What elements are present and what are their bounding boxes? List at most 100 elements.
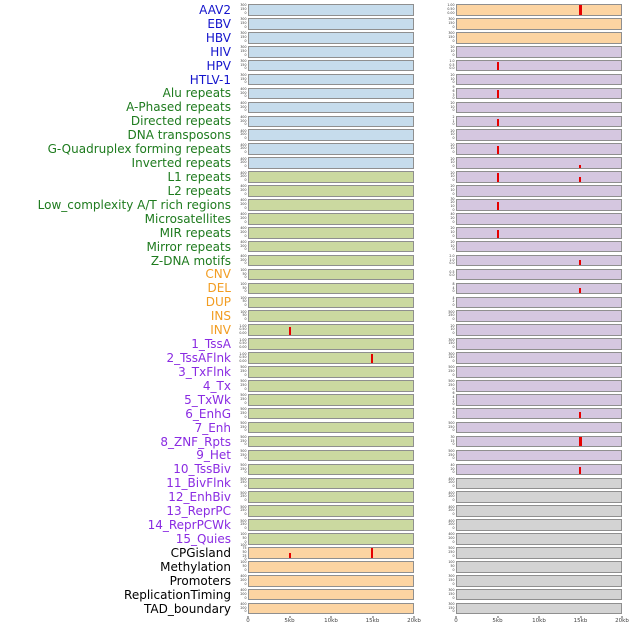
y-tick-label: 0 bbox=[244, 136, 247, 141]
y-tick-label: 250 bbox=[240, 438, 247, 443]
row-label: Low_complexity A/T rich regions bbox=[37, 197, 231, 212]
y-tick-label: 0 bbox=[244, 400, 247, 405]
y-tick-label: 0.00 bbox=[239, 331, 247, 335]
y-tick-label: 0 bbox=[244, 525, 247, 530]
y-tick-label: 20 bbox=[450, 215, 455, 220]
track-panel-left bbox=[248, 463, 414, 476]
y-tick-label: 500 bbox=[448, 365, 455, 370]
signal-spike bbox=[579, 164, 581, 168]
y-tick-label: 500 bbox=[448, 379, 455, 384]
x-axis-row: 0 5kb 10kb 15kb 20kb 0 5kb 10kb 15kb 20kb bbox=[0, 615, 630, 628]
signal-spike bbox=[579, 466, 581, 475]
y-tick-label: 500 bbox=[240, 448, 247, 453]
y-tick-label: 400 bbox=[240, 588, 247, 593]
y-tick-label: 250 bbox=[240, 452, 247, 457]
track-panel-left bbox=[248, 45, 414, 58]
track-row: Alu repeats 400 200 0 9 6 3 0 bbox=[0, 85, 630, 101]
y-tick-label: 400 bbox=[448, 476, 455, 481]
y-tick-label: 1.0 bbox=[449, 257, 455, 262]
row-label: TAD_boundary bbox=[143, 601, 231, 616]
row-label: 4_Tx bbox=[202, 378, 231, 393]
y-axis-ticks: 300 150 0 bbox=[444, 602, 456, 614]
y-axis-ticks: 20 10 0 bbox=[444, 227, 456, 238]
track-row: INS 100 50 0 500 250 0 bbox=[0, 309, 630, 323]
track-row: 12_EnhBiv 500 250 0 400 200 0 bbox=[0, 490, 630, 504]
track-panel-left bbox=[248, 129, 414, 142]
y-tick-label: 0.0 bbox=[449, 261, 455, 266]
y-tick-label: 150 bbox=[448, 591, 455, 596]
y-tick-label: 250 bbox=[240, 508, 247, 513]
y-tick-label: 3 bbox=[452, 92, 455, 97]
y-tick-label: 0 bbox=[452, 344, 455, 349]
y-tick-label: 250 bbox=[240, 466, 247, 471]
track-row: G-Quadruplex forming repeats 400 200 0 20 10 0 bbox=[0, 142, 630, 156]
y-tick-label: 500 bbox=[240, 504, 247, 509]
y-axis-ticks: 500 250 0 bbox=[236, 504, 248, 517]
row-label: 11_BivFlnk bbox=[166, 476, 231, 491]
track-panel-right bbox=[456, 4, 622, 16]
y-tick-label: 0 bbox=[452, 96, 455, 101]
y-tick-label: 0 bbox=[452, 38, 455, 43]
y-tick-label: 20 bbox=[450, 184, 455, 189]
track-panel-left bbox=[248, 519, 414, 531]
x-tick-label: 10kb bbox=[324, 618, 338, 625]
y-axis-ticks: 400 200 0 bbox=[444, 476, 456, 489]
row-label: 15_Quies bbox=[175, 531, 231, 546]
y-tick-label: 0 bbox=[244, 205, 247, 210]
y-tick-label: 200 bbox=[240, 591, 247, 596]
track-row: 8_ZNF_Rpts 500 250 0 30 15 0 bbox=[0, 435, 630, 449]
y-tick-label: 200 bbox=[448, 522, 455, 527]
y-axis-ticks: 1.00 0.50 0.00 bbox=[236, 324, 248, 336]
y-axis-ticks: 100 50 0 bbox=[236, 310, 248, 322]
y-tick-label: 200 bbox=[240, 90, 247, 95]
y-tick-label: 300 bbox=[448, 17, 455, 22]
y-tick-label: 200 bbox=[240, 215, 247, 220]
track-panel-right bbox=[456, 185, 622, 197]
y-tick-label: 1.00 bbox=[239, 351, 247, 356]
track-row: A-Phased repeats 400 200 0 20 10 0 bbox=[0, 100, 630, 114]
row-label: Promoters bbox=[169, 573, 231, 588]
track-panel-left bbox=[248, 324, 414, 336]
y-tick-label: 75 bbox=[242, 546, 247, 551]
track-panel-right bbox=[456, 18, 622, 30]
row-label: 1_TssA bbox=[191, 337, 231, 352]
y-axis-ticks: 300 150 0 bbox=[236, 32, 248, 43]
row-label: Directed repeats bbox=[130, 114, 231, 129]
y-axis-ticks: 500 250 0 bbox=[236, 407, 248, 419]
y-tick-label: 0 bbox=[244, 386, 247, 391]
y-tick-label: 400 bbox=[240, 100, 247, 105]
x-tick-label: 0 bbox=[454, 618, 458, 625]
row-label: Z-DNA motifs bbox=[150, 253, 231, 268]
y-tick-label: 0 bbox=[244, 108, 247, 113]
y-tick-label: 0 bbox=[452, 317, 455, 322]
y-tick-label: 40 bbox=[450, 462, 455, 467]
y-tick-label: 20 bbox=[450, 226, 455, 231]
track-panel-right bbox=[456, 602, 622, 615]
y-axis-ticks: 300 150 0 bbox=[236, 73, 248, 85]
row-label: CNV bbox=[205, 267, 231, 282]
y-axis-ticks: 500 250 0 bbox=[444, 366, 456, 377]
y-tick-label: 200 bbox=[240, 174, 247, 179]
y-axis-ticks: 500 250 0 bbox=[236, 366, 248, 377]
y-tick-label: 0 bbox=[244, 24, 247, 29]
y-tick-label: 200 bbox=[240, 118, 247, 123]
y-tick-label: 150 bbox=[240, 48, 247, 53]
y-tick-label: 2 bbox=[452, 398, 455, 403]
y-axis-ticks: 1.00 0.50 0.00 bbox=[236, 338, 248, 350]
y-tick-label: 4 bbox=[452, 295, 455, 300]
row-label: HBV bbox=[205, 30, 231, 45]
track-panel-right bbox=[456, 310, 622, 323]
y-axis-ticks: 500 250 0 bbox=[236, 435, 248, 447]
y-tick-label: 100 bbox=[240, 281, 247, 286]
y-tick-label: 500 bbox=[240, 518, 247, 523]
y-axis-ticks: 500 250 0 bbox=[236, 380, 248, 391]
x-tick-mark bbox=[247, 615, 249, 618]
y-axis-ticks: 20 10 0 bbox=[444, 185, 456, 196]
y-tick-label: 250 bbox=[240, 480, 247, 485]
y-axis-ticks: 100 50 0 bbox=[236, 281, 248, 294]
track-panel-right bbox=[456, 352, 622, 364]
track-row: 1_TssA 1.00 0.50 0.00 300 150 0 bbox=[0, 337, 630, 351]
row-label: Mirror repeats bbox=[146, 239, 231, 254]
track-row: Methylation 100 50 0 100 50 0 bbox=[0, 560, 630, 574]
